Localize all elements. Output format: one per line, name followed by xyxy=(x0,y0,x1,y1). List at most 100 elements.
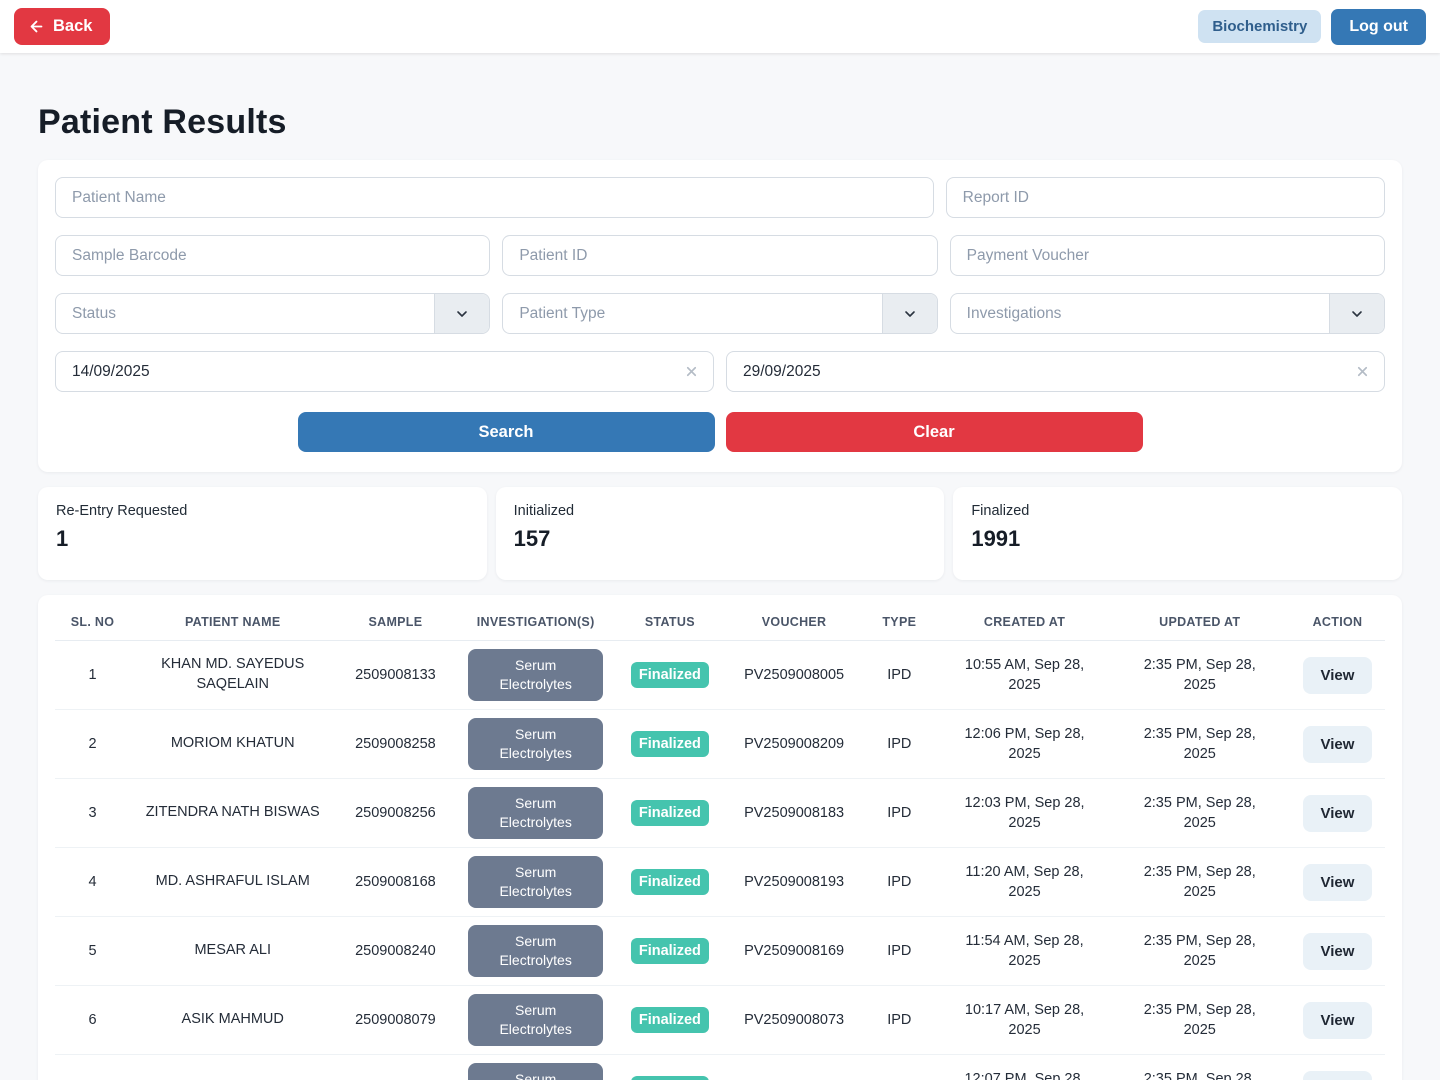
investigation-badge: Serum Electrolytes xyxy=(468,649,604,701)
cell-created-at: 12:06 PM, Sep 28, 2025 xyxy=(964,725,1085,762)
page-title: Patient Results xyxy=(38,103,287,141)
cell-status: Finalized xyxy=(616,800,724,826)
cell-type: IPD xyxy=(887,1012,912,1028)
date-to-field xyxy=(726,351,1385,392)
clear-date-icon[interactable] xyxy=(684,364,699,379)
table-row: 2 MORIOM KHATUN 2509008258 Serum Electro… xyxy=(55,710,1385,779)
cell-sl-no: 6 xyxy=(88,1012,97,1028)
table-row: 6 ASIK MAHMUD 2509008079 Serum Electroly… xyxy=(55,986,1385,1055)
report-id-input[interactable] xyxy=(945,177,1385,218)
date-from-field xyxy=(55,351,714,392)
stat-value: 1991 xyxy=(971,526,1021,551)
cell-sl-no: 5 xyxy=(88,943,97,959)
header-type: TYPE xyxy=(882,614,917,629)
cell-voucher: PV2509008169 xyxy=(744,943,845,959)
cell-patient-name: MORIOM KHATUN xyxy=(170,735,295,752)
header-created-at: CREATED AT xyxy=(983,614,1066,629)
table-row: 3 ZITENDRA NATH BISWAS 2509008256 Serum … xyxy=(55,779,1385,848)
cell-status: Finalized xyxy=(616,938,724,964)
payment-voucher-input[interactable] xyxy=(949,235,1385,276)
cell-action: View xyxy=(1290,794,1385,832)
investigation-badge: Serum Electrolytes xyxy=(468,787,604,839)
status-badge: Finalized xyxy=(630,1076,709,1080)
cell-sl-no: 2 xyxy=(88,736,97,752)
patient-type-select[interactable]: Patient Type xyxy=(502,293,938,334)
cell-investigation: Serum Electrolytes xyxy=(461,649,611,701)
status-badge: Finalized xyxy=(630,1007,709,1033)
cell-patient-name: ASIK MAHMUD xyxy=(181,1011,284,1028)
cell-sl-no: 1 xyxy=(88,667,97,683)
table-row: 5 MESAR ALI 2509008240 Serum Electrolyte… xyxy=(55,917,1385,986)
results-table: SL. NO PATIENT NAME SAMPLE INVESTIGATION… xyxy=(38,595,1402,1080)
investigations-select[interactable]: Investigations xyxy=(949,293,1385,334)
table-row: 7 MD. ABDUS SALAM 2509008262 Serum Elect… xyxy=(55,1055,1385,1080)
cell-type: IPD xyxy=(887,667,912,683)
cell-sample: 2509008258 xyxy=(355,736,436,752)
date-to-input[interactable] xyxy=(727,362,1355,381)
date-from-input[interactable] xyxy=(56,362,684,381)
view-button[interactable]: View xyxy=(1302,725,1373,763)
cell-action: View xyxy=(1290,1001,1385,1039)
header-voucher: VOUCHER xyxy=(761,614,827,629)
investigation-badge: Serum Electrolytes xyxy=(468,925,604,977)
investigation-badge: Serum Electrolytes xyxy=(468,1063,604,1080)
patient-name-input[interactable] xyxy=(55,177,934,218)
chevron-down-icon[interactable] xyxy=(1329,294,1384,333)
back-button[interactable]: Back xyxy=(14,8,111,45)
view-button[interactable]: View xyxy=(1302,1001,1373,1039)
sample-barcode-input[interactable] xyxy=(55,235,491,276)
clear-date-icon[interactable] xyxy=(1355,364,1370,379)
cell-created-at: 11:20 AM, Sep 28, 2025 xyxy=(965,863,1084,900)
stat-card-finalized: Finalized 1991 xyxy=(953,487,1402,580)
stat-value: 157 xyxy=(513,526,551,551)
cell-investigation: Serum Electrolytes xyxy=(461,856,611,908)
table-row: 4 MD. ASHRAFUL ISLAM 2509008168 Serum El… xyxy=(55,848,1385,917)
patient-id-input[interactable] xyxy=(502,235,938,276)
cell-sample: 2509008256 xyxy=(355,805,436,821)
table-row: 1 KHAN MD. SAYEDUS SAQELAIN 2509008133 S… xyxy=(55,641,1385,710)
cell-patient-name: KHAN MD. SAYEDUS SAQELAIN xyxy=(161,656,305,692)
stat-value: 1 xyxy=(56,526,69,551)
view-button[interactable]: View xyxy=(1302,863,1373,901)
cell-voucher: PV2509008073 xyxy=(744,1012,845,1028)
status-select-placeholder: Status xyxy=(72,304,116,322)
clear-button[interactable]: Clear xyxy=(725,412,1143,452)
cell-sample: 2509008133 xyxy=(355,667,436,683)
search-button[interactable]: Search xyxy=(297,412,715,452)
cell-type: IPD xyxy=(887,736,912,752)
view-button[interactable]: View xyxy=(1302,794,1373,832)
logout-button[interactable]: Log out xyxy=(1331,8,1426,45)
stat-card-initialized: Initialized 157 xyxy=(495,487,945,580)
cell-investigation: Serum Electrolytes xyxy=(461,787,611,839)
investigation-badge: Serum Electrolytes xyxy=(468,994,604,1046)
cell-updated-at: 2:35 PM, Sep 28, 2025 xyxy=(1143,725,1256,762)
cell-status: Finalized xyxy=(616,869,724,895)
view-button[interactable]: View xyxy=(1302,932,1373,970)
stats-row: Re-Entry Requested 1 Initialized 157 Fin… xyxy=(38,487,1402,580)
cell-type: IPD xyxy=(887,943,912,959)
chevron-down-icon[interactable] xyxy=(881,294,937,333)
cell-patient-name: ZITENDRA NATH BISWAS xyxy=(145,804,320,821)
cell-type: IPD xyxy=(887,805,912,821)
cell-action: View xyxy=(1290,725,1385,763)
cell-sl-no: 3 xyxy=(88,805,97,821)
cell-sample: 2509008240 xyxy=(355,943,436,959)
status-badge: Finalized xyxy=(630,731,709,757)
cell-investigation: Serum Electrolytes xyxy=(461,925,611,977)
view-button[interactable]: View xyxy=(1302,656,1373,694)
status-badge: Finalized xyxy=(630,800,709,826)
chevron-down-icon[interactable] xyxy=(434,294,490,333)
header-patient-name: PATIENT NAME xyxy=(184,614,281,629)
cell-status: Finalized xyxy=(616,1007,724,1033)
stat-label: Initialized xyxy=(513,503,575,519)
investigation-badge: Serum Electrolytes xyxy=(468,856,604,908)
cell-status: Finalized xyxy=(616,731,724,757)
cell-patient-name: MD. ASHRAFUL ISLAM xyxy=(155,873,310,890)
header-investigations: INVESTIGATION(S) xyxy=(476,614,595,629)
cell-created-at: 12:03 PM, Sep 28, 2025 xyxy=(964,794,1085,831)
cell-created-at: 12:07 PM, Sep 28, 2025 xyxy=(964,1070,1085,1080)
top-bar: Back Biochemistry Log out xyxy=(0,0,1440,53)
view-button[interactable]: View xyxy=(1302,1070,1373,1080)
department-badge[interactable]: Biochemistry xyxy=(1198,10,1322,43)
status-select[interactable]: Status xyxy=(55,293,491,334)
